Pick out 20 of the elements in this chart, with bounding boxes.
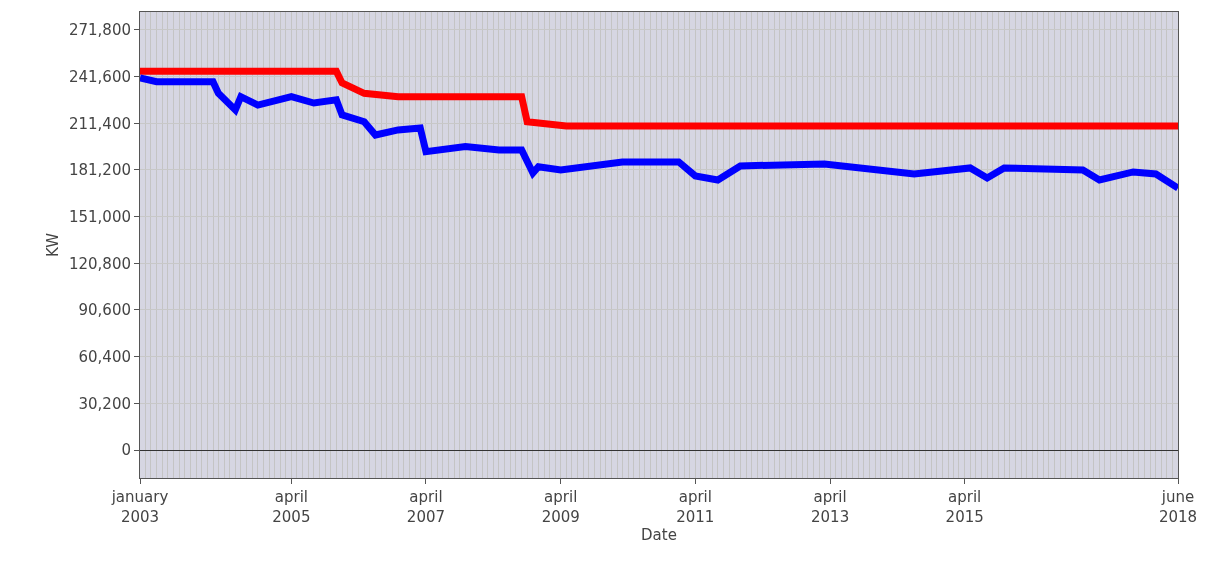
x-tick-label: april 2007 — [406, 488, 446, 526]
y-tick-label: 271,800 — [68, 21, 131, 40]
y-tick-label: 181,200 — [68, 161, 131, 180]
x-tick-label: april 2005 — [272, 488, 311, 526]
y-tick-label: 241,600 — [68, 67, 131, 86]
x-tick-label: january 2003 — [110, 488, 169, 526]
x-tick-label: april 2015 — [945, 488, 984, 526]
x-tick-label: april 2013 — [811, 488, 850, 526]
y-tick-label: 0 — [121, 441, 131, 460]
y-tick-label: 30,200 — [78, 394, 131, 413]
y-tick-label: 120,800 — [68, 254, 131, 273]
x-tick-label: april 2009 — [541, 488, 580, 526]
y-tick-label: 211,400 — [68, 114, 131, 133]
y-tick-label: 60,400 — [78, 347, 131, 366]
y-tick-label: 90,600 — [78, 301, 131, 320]
y-axis-title: KW — [44, 232, 63, 258]
x-tick-label: april 2011 — [676, 488, 715, 526]
x-tick-label: june 2018 — [1158, 488, 1198, 526]
x-axis-title: Date — [641, 525, 677, 544]
y-tick-label: 151,000 — [68, 207, 131, 226]
